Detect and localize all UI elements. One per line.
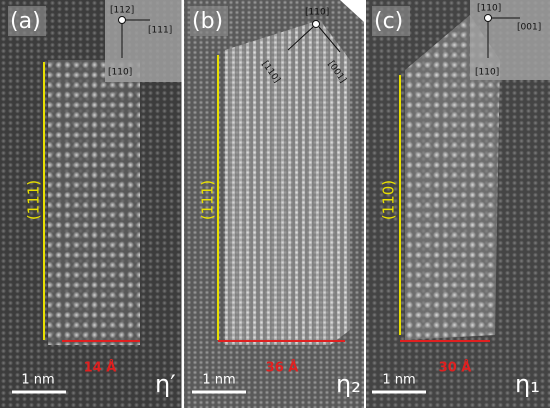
width-label: 30 Å: [439, 360, 472, 376]
panel-label: (a): [10, 9, 41, 34]
plane-label: (111): [25, 180, 43, 220]
phase-label: η₁: [515, 370, 540, 398]
plane-label: (111): [199, 180, 217, 220]
orientation-label: [110]: [305, 8, 329, 18]
orientation-label: [110]: [477, 4, 501, 14]
orientation-label: [001]: [517, 23, 541, 33]
panel-c: [366, 0, 550, 408]
scale-label: 1 nm: [382, 373, 415, 388]
width-label: 36 Å: [266, 360, 299, 376]
phase-label: η′: [155, 370, 176, 398]
phase-label: η₂: [336, 370, 361, 398]
orientation-label: [110]: [475, 68, 499, 78]
scale-label: 1 nm: [21, 373, 54, 388]
width-label: 14 Å: [84, 360, 117, 376]
orientation-label: [111]: [148, 26, 172, 36]
panel-a: [0, 0, 182, 408]
orientation-label: [110]: [108, 68, 132, 78]
panel-label: (b): [192, 9, 223, 34]
orientation-label: [112]: [110, 6, 134, 16]
panel-b: [184, 0, 364, 408]
scale-label: 1 nm: [202, 373, 235, 388]
plane-label: (110): [380, 180, 398, 220]
panel-label: (c): [374, 9, 403, 34]
